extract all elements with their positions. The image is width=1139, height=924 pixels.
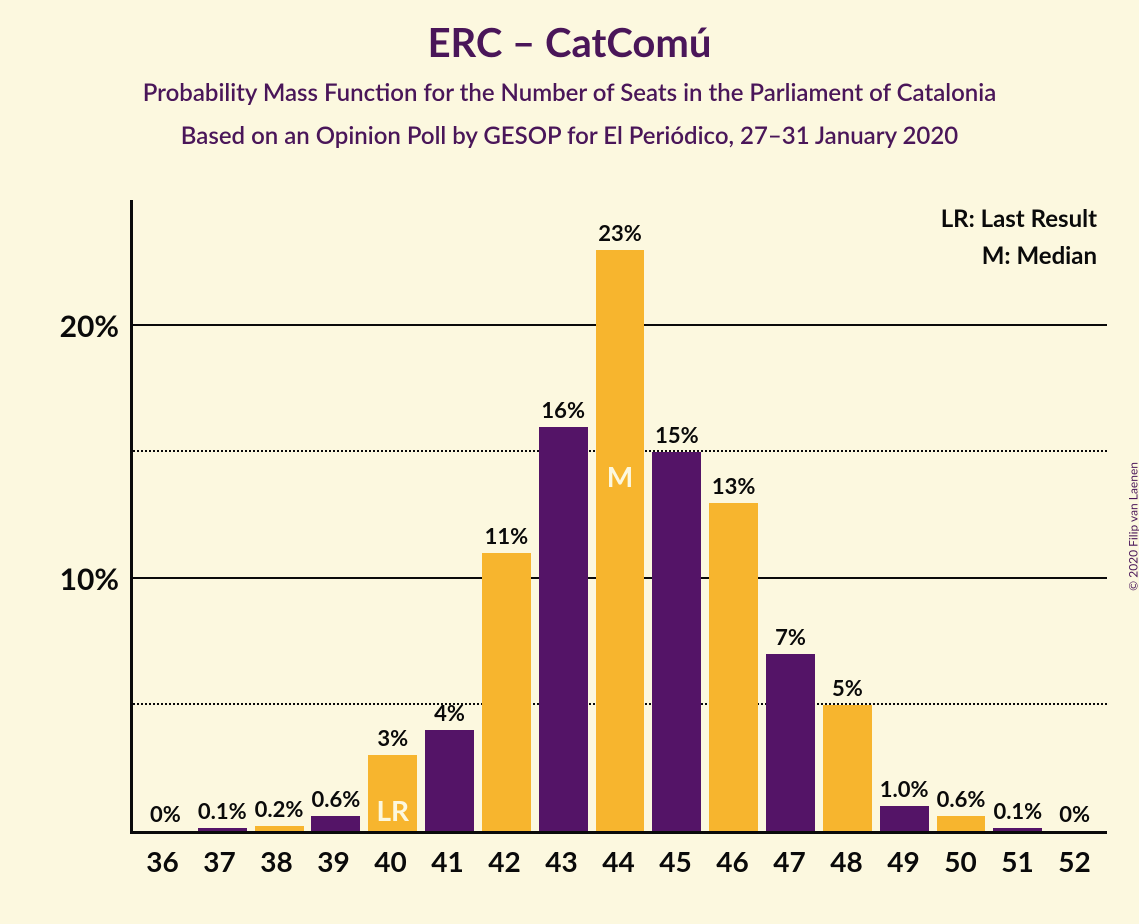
bar-slot-45: 15%: [648, 200, 705, 831]
x-tick-label: 43: [533, 834, 590, 888]
bar-48: 5%: [823, 705, 872, 831]
bar-value-label: 0%: [1059, 800, 1090, 827]
bar-slot-36: 0%: [137, 200, 194, 831]
bar-slot-44: 23% M: [592, 200, 649, 831]
bar-slot-39: 0.6%: [307, 200, 364, 831]
bar-slot-46: 13%: [705, 200, 762, 831]
bar-37: 0.1%: [198, 828, 247, 831]
x-tick-label: 42: [476, 834, 533, 888]
x-tick-label: 38: [248, 834, 305, 888]
bar-slot-51: 0.1%: [989, 200, 1046, 831]
bar-slot-48: 5%: [819, 200, 876, 831]
y-tick-label: 20%: [60, 308, 133, 344]
chart-legend: LR: Last Result M: Median: [941, 200, 1097, 274]
x-tick-label: 45: [647, 834, 704, 888]
x-axis: 3637383940414243444546474849505152: [130, 834, 1107, 888]
bar-value-label: 13%: [712, 472, 756, 499]
x-tick-label: 44: [590, 834, 647, 888]
bar-slot-47: 7%: [762, 200, 819, 831]
bar-40: 3%LR: [368, 755, 417, 831]
bar-slot-42: 11%: [478, 200, 535, 831]
x-tick-label: 39: [305, 834, 362, 888]
bar-41: 4%: [425, 730, 474, 831]
bar-value-label: 16%: [541, 396, 585, 423]
bar-value-label: 0.6%: [937, 785, 986, 812]
bar-slot-37: 0.1%: [194, 200, 251, 831]
bar-42: 11%: [482, 553, 531, 831]
bar-slot-40: 3% LR: [364, 200, 421, 831]
bar-slot-50: 0.6%: [933, 200, 990, 831]
bar-value-label: 5%: [832, 674, 863, 701]
bar-45: 15%: [652, 452, 701, 831]
bar-46: 13%: [709, 503, 758, 831]
x-tick-label: 50: [932, 834, 989, 888]
copyright-label: © 2020 Filip van Laenen: [1126, 462, 1139, 591]
bar-value-label: 4%: [434, 699, 465, 726]
bar-slot-52: 0%: [1046, 200, 1103, 831]
x-tick-label: 36: [134, 834, 191, 888]
bar-44: 23%M: [596, 250, 645, 831]
chart-subtitle-2: Based on an Opinion Poll by GESOP for El…: [0, 121, 1139, 150]
y-tick-label: 10%: [60, 561, 133, 597]
x-tick-label: 40: [362, 834, 419, 888]
bar-value-label: 0.6%: [312, 785, 361, 812]
bar-slot-38: 0.2%: [251, 200, 308, 831]
x-tick-label: 37: [191, 834, 248, 888]
x-tick-label: 47: [761, 834, 818, 888]
bar-value-label: 0%: [150, 800, 181, 827]
legend-lr: LR: Last Result: [941, 200, 1097, 237]
bar-38: 0.2%: [255, 826, 304, 831]
bar-value-label: 11%: [485, 522, 529, 549]
bar-slot-41: 4%: [421, 200, 478, 831]
bar-slot-49: 1.0%: [876, 200, 933, 831]
bars-group: 0%0.1%0.2%0.6%3%LR4%11%16%23%M15%13%7%5%…: [133, 200, 1107, 831]
bar-value-label: 3%: [377, 724, 408, 751]
bar-39: 0.6%: [311, 816, 360, 831]
bar-50: 0.6%: [937, 816, 986, 831]
bar-value-label: 23%: [598, 219, 642, 246]
bar-49: 1.0%: [880, 806, 929, 831]
x-tick-label: 51: [989, 834, 1046, 888]
bar-marker-m: M: [607, 459, 633, 493]
bar-slot-43: 16%: [535, 200, 592, 831]
chart-container: LR: Last Result M: Median 10% 20% 0% 0.1% 0…: [48, 200, 1107, 888]
bar-51: 0.1%: [993, 828, 1042, 831]
bar-value-label: 15%: [655, 421, 699, 448]
bar-value-label: 1.0%: [880, 775, 929, 802]
bar-47: 7%: [766, 654, 815, 831]
bar-value-label: 7%: [775, 623, 806, 650]
bar-value-label: 0.2%: [255, 795, 304, 822]
bar-value-label: 0.1%: [993, 797, 1042, 824]
plot-area: LR: Last Result M: Median 10%20% 0%0.1%0…: [130, 200, 1107, 834]
bar-marker-lr: LR: [376, 793, 409, 827]
chart-title: ERC – CatComú: [0, 0, 1139, 66]
x-tick-label: 46: [704, 834, 761, 888]
bar-43: 16%: [539, 427, 588, 831]
x-tick-label: 41: [419, 834, 476, 888]
bar-value-label: 0.1%: [198, 797, 247, 824]
legend-m: M: Median: [941, 237, 1097, 274]
chart-subtitle-1: Probability Mass Function for the Number…: [0, 78, 1139, 107]
x-tick-label: 52: [1046, 834, 1103, 888]
x-tick-label: 49: [875, 834, 932, 888]
x-tick-label: 48: [818, 834, 875, 888]
